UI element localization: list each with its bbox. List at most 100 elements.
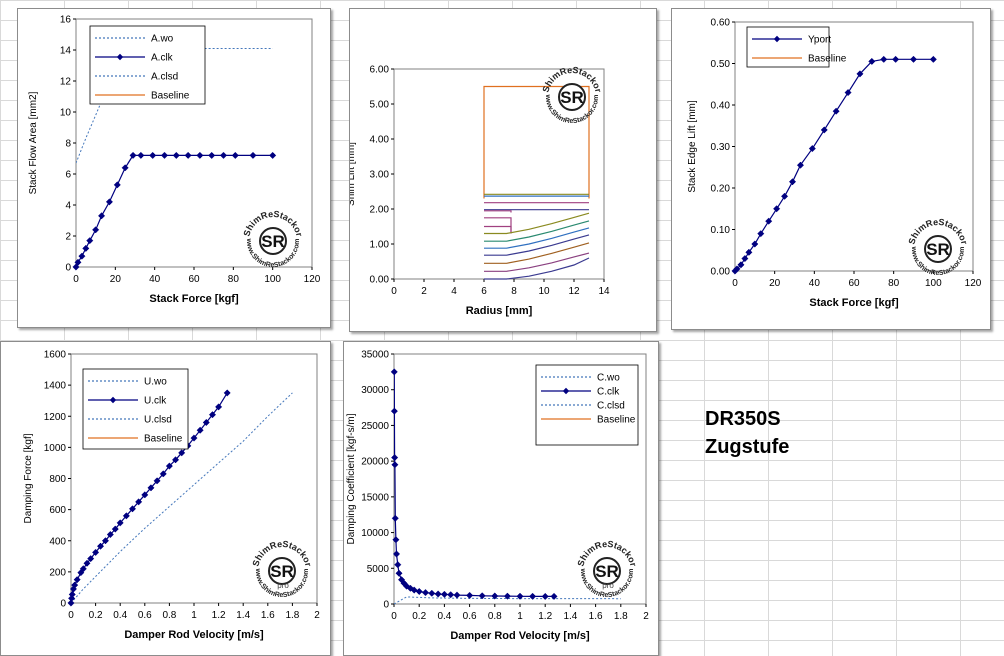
x-tick-label: 20 [769,278,781,289]
legend-label: A.wo [151,34,174,45]
legend-marker [562,387,570,395]
legend-label: U.clk [144,396,167,407]
chart-panel-damping-force[interactable]: 0 200 400 600 800 1000 1200 1400 1600 0 0.2 0.4 0.6 0… [0,341,331,656]
y-tick-label: 0.10 [711,225,731,236]
y-tick-label: 1000 [44,443,67,454]
data-point [844,88,852,97]
data-point [415,587,423,596]
data-point [391,461,399,469]
series-line-yport [735,58,934,272]
data-point [87,555,95,563]
legend-label: C.clk [597,387,620,398]
x-tick-label: 1.8 [285,610,299,621]
y-tick-label: 6 [65,170,71,181]
data-point [892,55,900,63]
data-point [550,592,558,600]
x-tick-label: 1.2 [538,611,552,622]
data-point [516,592,524,600]
data-point [733,265,741,273]
data-point [737,261,745,269]
data-point [116,519,124,527]
y-tick-label: 400 [49,536,66,547]
x-tick-label: 40 [149,274,161,285]
y-tick-label: 0.60 [711,18,731,29]
data-point [447,591,455,599]
data-point [141,491,149,499]
x-tick-label: 0.8 [488,611,502,622]
y-tick-label: 35000 [361,350,389,361]
data-point [71,581,79,589]
legend-label: A.clsd [151,72,178,83]
data-point [79,565,87,573]
data-point [67,599,75,607]
data-point [394,561,402,569]
data-point [757,230,765,238]
data-point [83,559,91,567]
data-point [121,164,129,172]
chart-panel-damping-coef[interactable]: 0 5000 10000 15000 20000 25000 30000 35000 0 0.2 0… [343,341,659,656]
data-point [929,55,937,63]
data-point [392,536,400,544]
series-line-u-wo [71,392,293,604]
data-point [72,263,80,271]
y-tick-label: 0 [60,599,66,610]
data-point [219,151,228,159]
y-axis-title: Damping Force [kgf] [23,433,34,523]
data-point [160,151,169,159]
data-point [428,589,436,597]
y-tick-label: 16 [60,15,72,26]
x-tick-label: 0.2 [89,610,103,621]
data-point [147,484,155,492]
x-tick-label: 1.2 [212,610,226,621]
data-point [808,145,816,153]
logo-ring [593,557,621,585]
chart-panel-flow-area[interactable]: 0 2 4 6 8 10 12 14 16 0 20 40 60 80 100 120 Stack Force … [17,8,331,328]
y-tick-label: 3.00 [370,170,390,181]
y-tick-label: 0.50 [711,59,731,70]
series-line-f4 [484,234,590,256]
x-tick-label: 0.4 [113,610,127,621]
data-point [392,550,401,558]
data-point [421,589,430,597]
logo-letters: SR [270,562,294,581]
legend-label: Baseline [151,91,190,102]
x-tick-label: 1.6 [589,611,603,622]
x-tick-label: 80 [228,274,240,285]
legend-box [746,26,830,68]
data-point [82,244,90,252]
x-tick-label: 0 [68,610,74,621]
x-tick-label: 0.6 [138,610,152,621]
legend-label: Yport [808,35,831,46]
chart-svg-damping-coef: 0 5000 10000 15000 20000 25000 30000 35000 0 0.2 0… [346,350,649,643]
x-tick-label: 40 [809,278,821,289]
x-tick-label: 0 [391,286,397,297]
x-tick-label: 0 [732,278,738,289]
data-point [249,151,257,159]
data-point [395,569,403,577]
data-point [390,407,398,415]
chart-panel-edge-lift[interactable]: 0.00 0.10 0.20 0.30 0.40 0.50 0.60 0 20 40 60 80 100… [671,8,991,330]
data-point [135,498,143,506]
data-point [773,205,781,213]
data-point [178,449,186,457]
logo-sub: pro [602,581,614,590]
data-point [434,590,442,598]
chart-panel-shim-lift[interactable]: 0.00 1.00 2.00 3.00 4.00 5.00 6.00 0 2 4 6 8 10 12 14 R… [349,8,657,332]
data-point [98,212,106,220]
y-tick-label: 25000 [361,421,389,432]
x-tick-label: 0.4 [437,611,451,622]
logo-sub: pro [277,581,289,590]
data-point [440,590,448,598]
series-line-box [483,85,590,199]
x-axis-title: Stack Force [kgf] [809,297,899,309]
data-point [101,537,109,545]
chart-svg-edge-lift: 0.00 0.10 0.20 0.30 0.40 0.50 0.60 0 20 40 60 80 100… [687,18,982,310]
y-tick-label: 6.00 [370,65,390,76]
data-point [478,592,486,600]
data-point [74,258,82,266]
legend-label: Baseline [597,415,636,426]
y-tick-label: 0 [383,600,389,611]
y-tick-label: 30000 [361,385,389,396]
data-point [196,151,204,159]
side-label-stage: Zugstufe [705,436,790,458]
